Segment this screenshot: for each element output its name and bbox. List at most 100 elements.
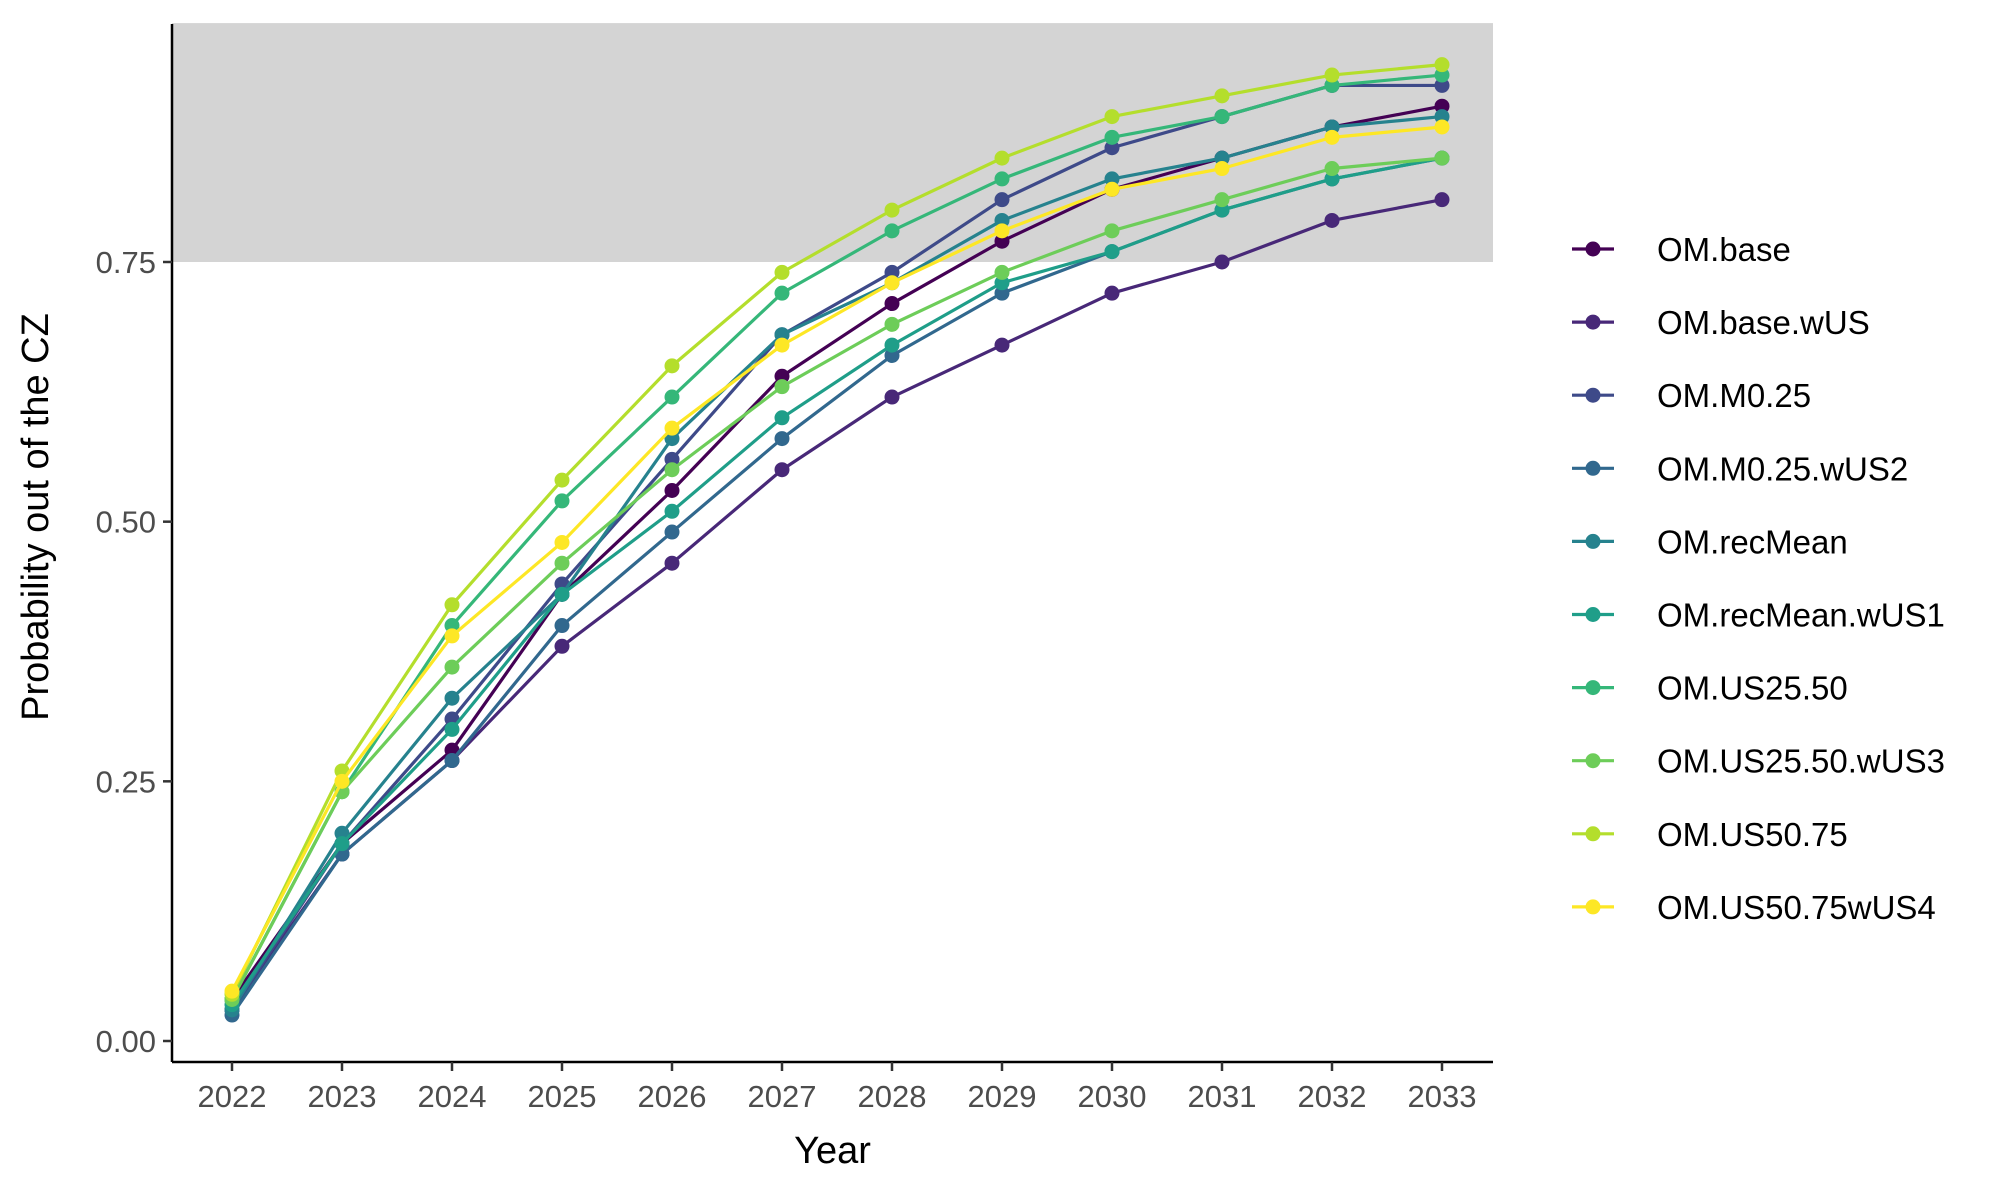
legend-label: OM.base bbox=[1657, 231, 1791, 268]
series-OM.US50.75wUS4 bbox=[224, 119, 1450, 999]
y-tick-label: 0.25 bbox=[96, 764, 156, 799]
data-point bbox=[994, 264, 1010, 280]
legend-key-point bbox=[1585, 607, 1601, 622]
legend-label: OM.US25.50.wUS3 bbox=[1657, 743, 1945, 780]
legend-item: OM.M0.25 bbox=[1572, 377, 1811, 414]
data-point bbox=[1434, 119, 1450, 135]
legend-label: OM.US50.75wUS4 bbox=[1657, 889, 1936, 926]
series-line bbox=[230, 114, 1443, 1011]
series-line bbox=[230, 156, 1443, 1016]
series-line bbox=[230, 73, 1443, 1001]
data-point bbox=[554, 618, 570, 634]
data-point bbox=[1214, 150, 1230, 166]
data-point bbox=[1324, 161, 1340, 177]
data-point bbox=[994, 285, 1010, 301]
data-point bbox=[664, 431, 680, 447]
x-axis-ticks: 2022 2023 2024 2025 2026 2027 2028 2029 2030 2031… bbox=[198, 1062, 1477, 1114]
data-point bbox=[664, 462, 680, 478]
legend: OM.base OM.base.wUS OM.M0.25 OM.M0.25.wUS2 O… bbox=[1572, 231, 1945, 926]
x-tick-label: 2025 bbox=[528, 1079, 597, 1114]
data-point bbox=[884, 316, 900, 332]
legend-label: OM.M0.25.wUS2 bbox=[1657, 450, 1908, 487]
x-tick-label: 2032 bbox=[1298, 1079, 1367, 1114]
x-tick-label: 2023 bbox=[308, 1079, 377, 1114]
data-point bbox=[224, 983, 240, 999]
data-point bbox=[994, 275, 1010, 291]
data-point bbox=[1434, 77, 1450, 93]
data-point bbox=[1214, 202, 1230, 218]
data-point bbox=[1324, 119, 1340, 135]
series-line bbox=[230, 198, 1443, 1011]
y-tick-label: 0.00 bbox=[96, 1024, 156, 1059]
data-point bbox=[994, 212, 1010, 228]
legend-item: OM.US50.75 bbox=[1572, 816, 1848, 853]
x-tick-label: 2029 bbox=[968, 1079, 1037, 1114]
data-point bbox=[994, 337, 1010, 353]
x-tick-label: 2022 bbox=[198, 1079, 267, 1114]
legend-label: OM.recMean.wUS1 bbox=[1657, 597, 1945, 634]
data-point bbox=[1104, 244, 1120, 260]
data-point bbox=[1434, 150, 1450, 166]
data-point bbox=[1214, 161, 1230, 177]
data-point bbox=[884, 264, 900, 280]
data-point bbox=[774, 368, 790, 384]
data-point bbox=[1434, 192, 1450, 208]
data-point bbox=[664, 555, 680, 571]
data-point bbox=[774, 327, 790, 343]
data-point bbox=[1324, 67, 1340, 83]
series-line bbox=[230, 125, 1443, 992]
data-point bbox=[884, 202, 900, 218]
legend-key-point bbox=[1585, 826, 1601, 842]
data-point bbox=[334, 825, 350, 841]
series-line bbox=[230, 156, 1443, 1006]
data-point bbox=[1104, 129, 1120, 145]
legend-label: OM.recMean bbox=[1657, 523, 1848, 560]
legend-key-point bbox=[1585, 680, 1601, 696]
shaded-band bbox=[172, 23, 1493, 263]
data-point bbox=[444, 618, 460, 634]
legend-item: OM.US25.50 bbox=[1572, 670, 1848, 707]
data-point bbox=[884, 337, 900, 353]
data-point bbox=[884, 347, 900, 363]
data-point bbox=[444, 753, 460, 769]
data-point bbox=[1104, 109, 1120, 125]
x-tick-label: 2031 bbox=[1188, 1079, 1257, 1114]
series-OM.US25.50.wUS3 bbox=[224, 150, 1450, 1007]
data-point bbox=[884, 275, 900, 291]
x-tick-label: 2027 bbox=[748, 1079, 817, 1114]
legend-item: OM.recMean.wUS1 bbox=[1572, 597, 1945, 634]
data-point bbox=[554, 638, 570, 654]
data-point bbox=[774, 264, 790, 280]
legend-label: OM.US50.75 bbox=[1657, 816, 1848, 853]
data-point bbox=[1214, 88, 1230, 104]
legend-key-point bbox=[1585, 460, 1601, 476]
data-point bbox=[1434, 109, 1450, 125]
data-point bbox=[1104, 181, 1120, 197]
legend-key-point bbox=[1585, 241, 1601, 257]
y-tick-label: 0.75 bbox=[96, 245, 156, 280]
data-point bbox=[1324, 212, 1340, 228]
data-point bbox=[444, 628, 460, 644]
data-point bbox=[554, 493, 570, 509]
data-point bbox=[444, 721, 460, 737]
data-point bbox=[884, 296, 900, 312]
data-point bbox=[554, 534, 570, 550]
data-point bbox=[1324, 129, 1340, 145]
data-point bbox=[774, 379, 790, 395]
series-OM.M0.25.wUS2 bbox=[224, 150, 1450, 1023]
series-OM.US25.50 bbox=[224, 67, 1450, 1007]
legend-key-point bbox=[1585, 533, 1601, 549]
series-line bbox=[230, 63, 1443, 995]
legend-item: OM.recMean bbox=[1572, 523, 1848, 560]
series-layer bbox=[224, 57, 1450, 1023]
data-point bbox=[554, 472, 570, 488]
data-point bbox=[664, 524, 680, 540]
data-point bbox=[444, 597, 460, 613]
data-point bbox=[994, 223, 1010, 239]
x-tick-label: 2026 bbox=[638, 1079, 707, 1114]
x-tick-label: 2030 bbox=[1078, 1079, 1147, 1114]
x-tick-label: 2033 bbox=[1408, 1079, 1477, 1114]
data-point bbox=[554, 555, 570, 571]
data-point bbox=[1214, 192, 1230, 208]
data-point bbox=[774, 462, 790, 478]
